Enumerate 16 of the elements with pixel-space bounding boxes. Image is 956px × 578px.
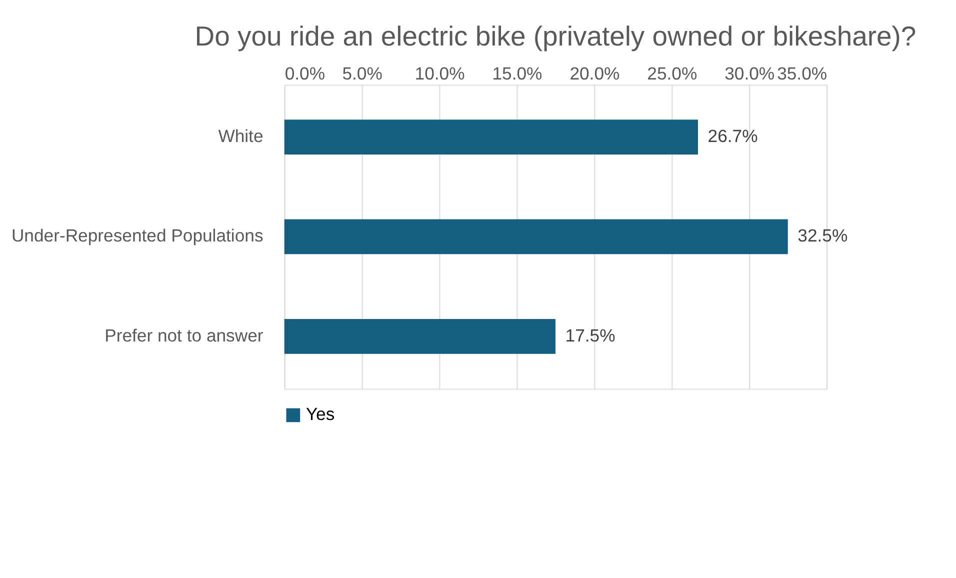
x-tick-label: 15.0% xyxy=(492,63,543,84)
legend-label: Yes xyxy=(306,404,335,424)
y-tick-label: Prefer not to answer xyxy=(104,325,264,346)
data-label: 26.7% xyxy=(708,126,758,146)
x-tick-label: 30.0% xyxy=(724,63,775,84)
data-label: 32.5% xyxy=(798,226,848,246)
x-tick-label: 5.0% xyxy=(342,63,383,84)
chart-title: Do you ride an electric bike (privately owned or bikeshare)? xyxy=(194,20,916,52)
x-tick-label: 0.0% xyxy=(284,63,326,84)
y-tick-label: White xyxy=(218,126,264,146)
y-tick-label: Under-Represented Populations xyxy=(11,226,264,246)
data-label: 17.5% xyxy=(565,325,616,346)
x-tick-label: 25.0% xyxy=(647,63,698,84)
x-tick-label: 20.0% xyxy=(570,63,620,84)
x-tick-label: 35.0% xyxy=(777,63,828,84)
x-tick-label: 10.0% xyxy=(414,63,466,84)
